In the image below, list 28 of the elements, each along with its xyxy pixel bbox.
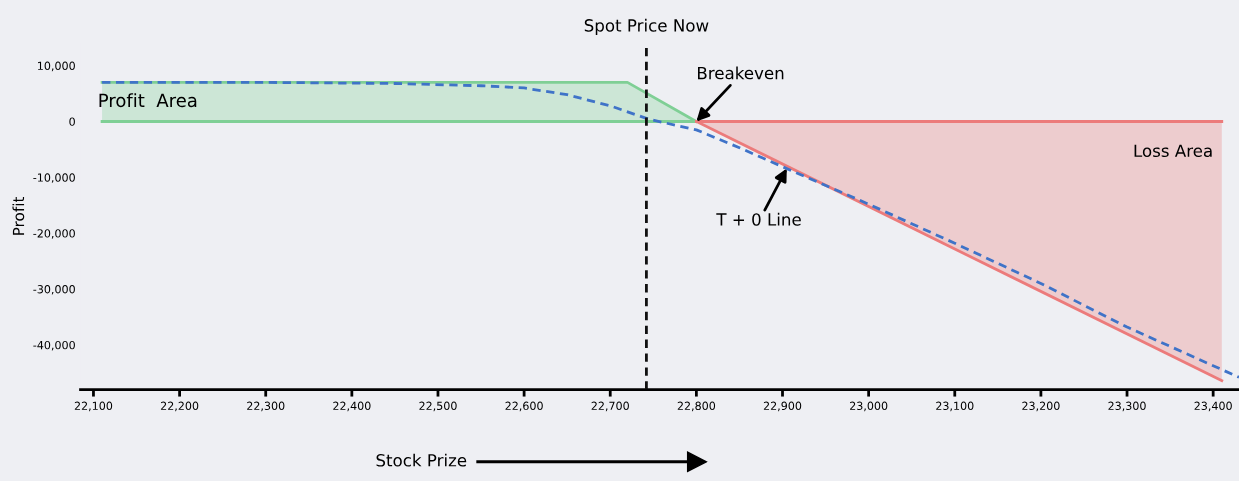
y-tick-label: -30,000 xyxy=(33,285,75,295)
annotation: T + 0 Line xyxy=(716,212,801,226)
annotation: Profit Area xyxy=(99,93,197,108)
y-tick-label: -10,000 xyxy=(33,173,75,183)
x-tick-label: 22,800 xyxy=(677,401,716,412)
x-tick-label: 22,900 xyxy=(763,401,802,412)
y-tick-label: -40,000 xyxy=(33,340,75,351)
x-tick-label: 23,000 xyxy=(850,401,888,412)
y-tick-label: 10,000 xyxy=(38,61,75,72)
x-tick-label: 23,200 xyxy=(1022,401,1060,412)
x-tick-label: 22,400 xyxy=(333,401,371,412)
x-tick-label: 22,300 xyxy=(247,401,285,412)
y-tick-label: 0 xyxy=(69,117,75,126)
x-tick-label: 22,600 xyxy=(505,401,543,412)
ref-line-label: Spot Price Now xyxy=(584,18,709,35)
x-tick-label: 22,100 xyxy=(74,401,113,412)
x-tick-label: 23,400 xyxy=(1194,401,1232,412)
y-tick-label: -20,000 xyxy=(33,229,75,239)
y-axis-title: Profit xyxy=(12,196,25,235)
x-tick-label: 23,300 xyxy=(1108,401,1146,412)
line-series xyxy=(100,81,1239,379)
x-tick-label: 22,500 xyxy=(419,401,457,412)
x-axis-title: Stock Prize xyxy=(376,453,467,467)
x-tick-label: 22,700 xyxy=(591,401,629,412)
annotation: Breakeven xyxy=(698,66,784,80)
x-tick-label: 23,100 xyxy=(936,401,974,412)
annotation: Loss Area xyxy=(1134,144,1212,158)
x-tick-label: 22,200 xyxy=(160,401,199,412)
